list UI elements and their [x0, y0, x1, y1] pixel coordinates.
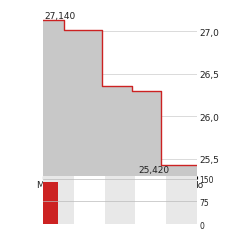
Bar [105, 176, 135, 224]
Bar [43, 182, 58, 224]
Bar [43, 176, 74, 224]
Bar [166, 176, 197, 224]
Text: 27,140: 27,140 [45, 12, 76, 20]
Bar [74, 176, 105, 224]
Bar [135, 176, 166, 224]
Text: 25,420: 25,420 [138, 166, 169, 175]
